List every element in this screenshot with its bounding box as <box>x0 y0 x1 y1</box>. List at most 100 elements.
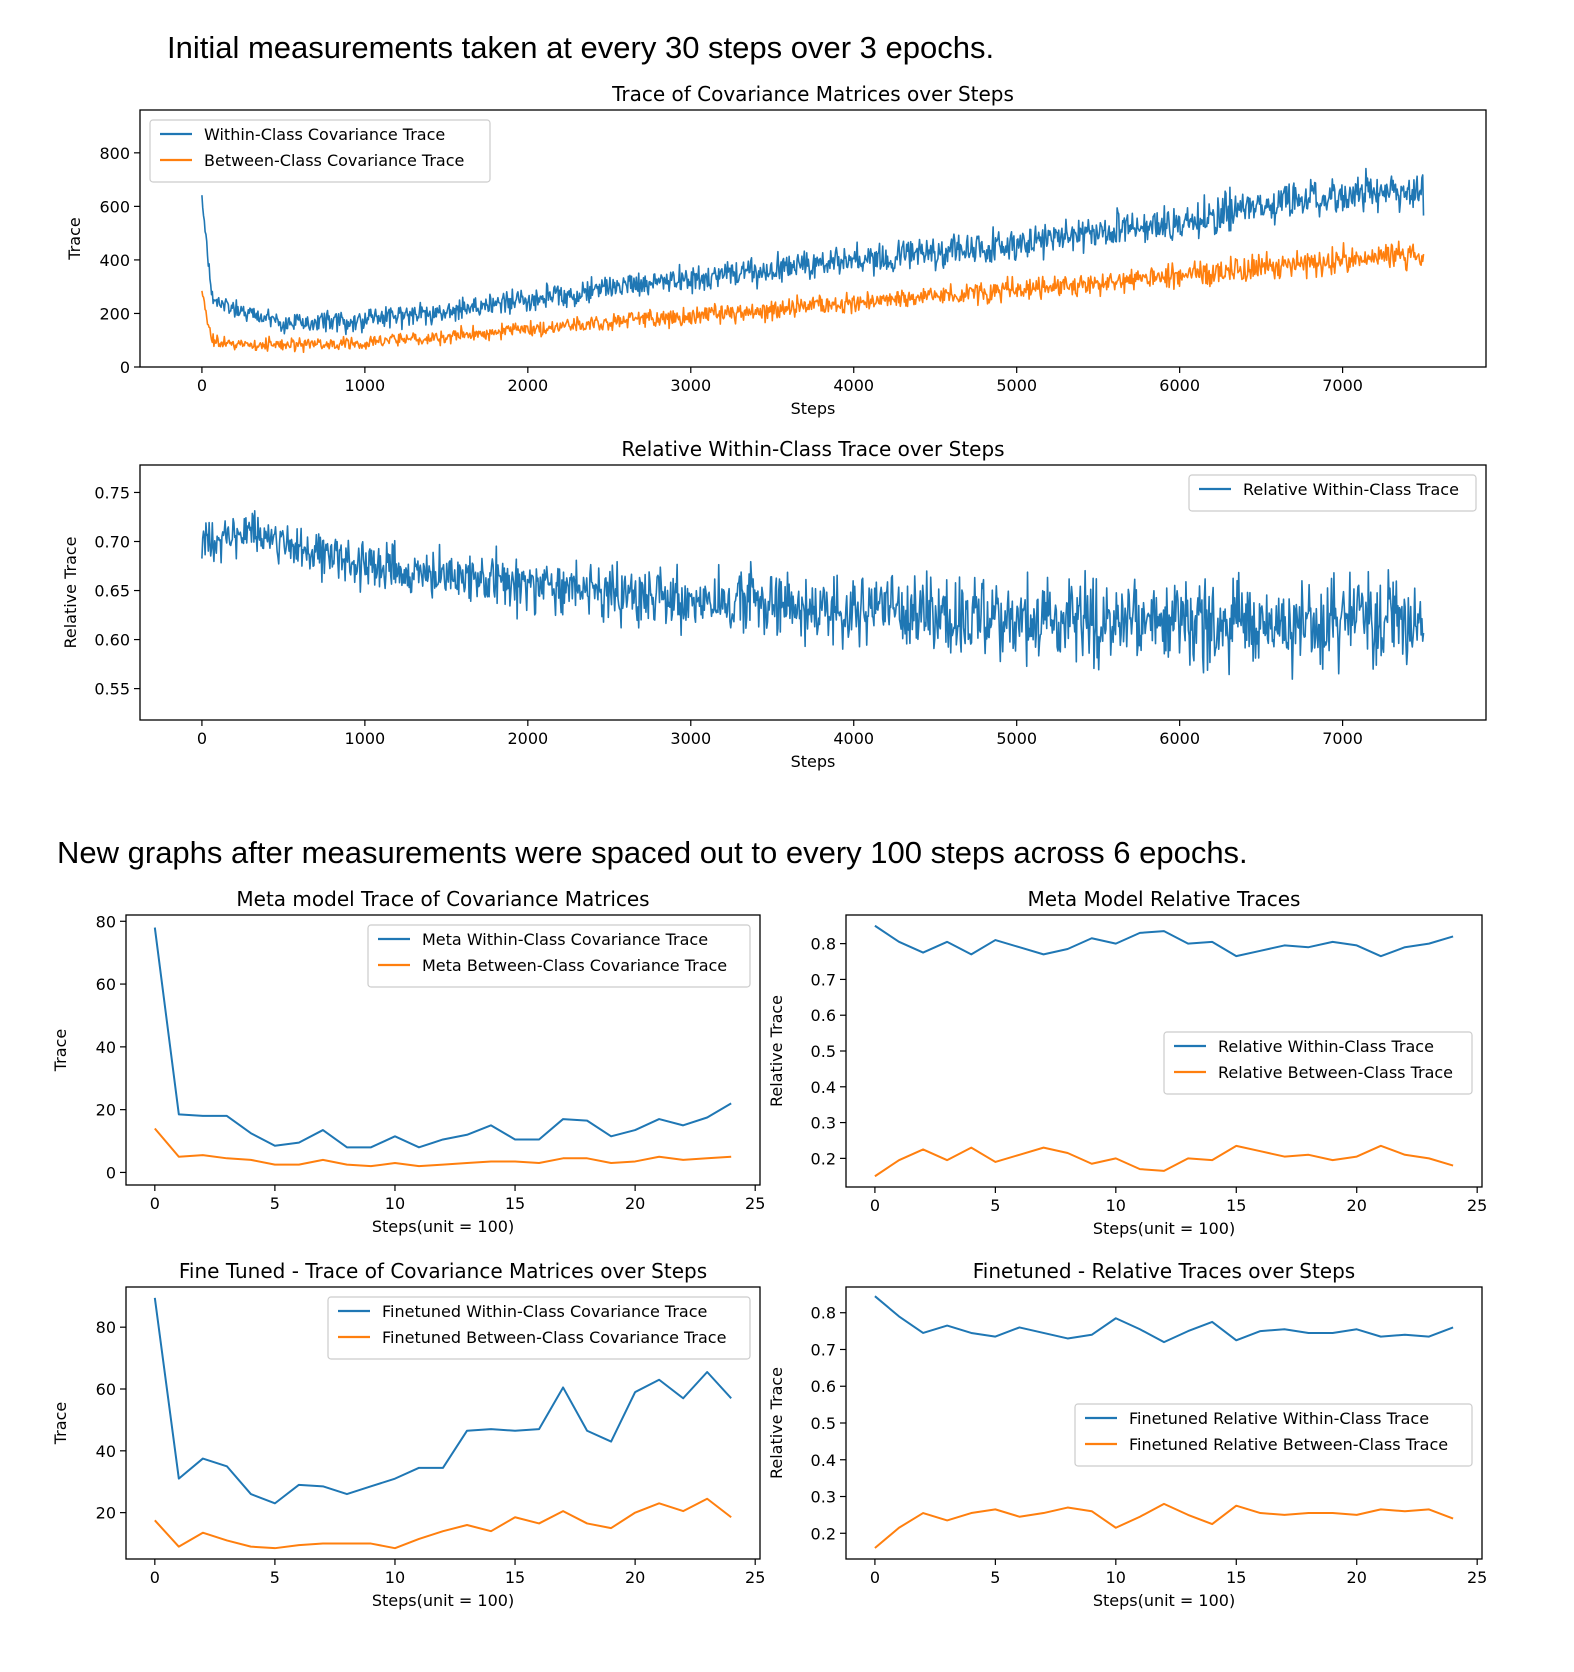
y-tick-label: 0.55 <box>94 680 130 699</box>
chart-finetuned-relative: Finetuned - Relative Traces over Steps 0 5… <box>767 1259 1487 1610</box>
x-tick-label: 6000 <box>1159 376 1200 395</box>
series-line-blue <box>201 167 1425 336</box>
y-tick-label: 0.65 <box>94 582 130 601</box>
x-tick-label: 15 <box>1226 1568 1246 1587</box>
x-tick-label: 25 <box>745 1194 765 1213</box>
top-section-heading: Initial measurements taken at every 30 s… <box>167 30 995 65</box>
y-tick-label: 0.60 <box>94 631 130 650</box>
x-tick-label: 4000 <box>833 729 874 748</box>
y-axis-label: Relative Trace <box>61 536 80 648</box>
x-tick-label: 15 <box>505 1194 525 1213</box>
x-tick-label: 1000 <box>345 729 386 748</box>
y-tick-label: 0.6 <box>811 1377 836 1396</box>
series-line-blue <box>874 924 1454 958</box>
plot-area <box>153 927 732 1168</box>
axes-frame <box>125 1286 761 1560</box>
chart-title: Relative Within-Class Trace over Steps <box>621 437 1004 461</box>
series-line-blue <box>153 927 732 1149</box>
legend-label: Finetuned Relative Within-Class Trace <box>1129 1409 1429 1428</box>
axes-frame <box>139 464 1487 721</box>
x-tick-label: 7000 <box>1322 376 1363 395</box>
plot-area <box>201 509 1425 680</box>
x-tick-label: 0 <box>150 1194 160 1213</box>
y-tick-label: 800 <box>99 144 130 163</box>
x-tick-label: 5000 <box>996 729 1037 748</box>
chart-meta-trace: Meta model Trace of Covariance Matrices 0… <box>51 887 765 1236</box>
y-tick-label: 0.75 <box>94 483 130 502</box>
legend-label: Finetuned Relative Between-Class Trace <box>1129 1435 1448 1454</box>
x-tick-label: 3000 <box>670 729 711 748</box>
y-axis-label: Trace <box>65 217 84 260</box>
x-tick-label: 20 <box>1347 1568 1367 1587</box>
y-axis-label: Relative Trace <box>767 995 786 1107</box>
x-tick-label: 0 <box>870 1196 880 1215</box>
y-tick-label: 200 <box>99 304 130 323</box>
chart-title: Finetuned - Relative Traces over Steps <box>973 1259 1355 1283</box>
x-tick-label: 10 <box>385 1568 405 1587</box>
x-axis-label: Steps(unit = 100) <box>1093 1219 1235 1238</box>
chart-finetuned-trace: Fine Tuned - Trace of Covariance Matrice… <box>51 1259 765 1610</box>
legend-box <box>367 924 751 988</box>
y-axis-label: Trace <box>51 1402 70 1445</box>
y-tick-label: 0.3 <box>811 1114 836 1133</box>
x-tick-label: 5 <box>270 1568 280 1587</box>
y-tick-label: 0.8 <box>811 935 836 954</box>
series-line-blue <box>201 509 1425 680</box>
legend-box <box>327 1296 751 1360</box>
x-tick-label: 2000 <box>507 729 548 748</box>
y-tick-label: 0.8 <box>811 1304 836 1323</box>
x-axis-label: Steps(unit = 100) <box>372 1217 514 1236</box>
legend-label: Relative Between-Class Trace <box>1218 1063 1453 1082</box>
y-tick-label: 0 <box>106 1163 116 1182</box>
x-tick-label: 20 <box>625 1568 645 1587</box>
x-tick-label: 25 <box>1467 1568 1487 1587</box>
x-tick-label: 20 <box>1347 1196 1367 1215</box>
chart-meta-relative: Meta Model Relative Traces 0 5 10 15 20 25 0.2 0… <box>767 887 1487 1238</box>
y-axis-label: Relative Trace <box>767 1367 786 1479</box>
chart-title: Meta model Trace of Covariance Matrices <box>236 887 649 911</box>
x-axis-label: Steps(unit = 100) <box>372 1591 514 1610</box>
bottom-section-heading: New graphs after measurements were space… <box>57 835 1248 870</box>
y-tick-label: 0.7 <box>811 970 836 989</box>
axes-frame <box>139 109 1487 368</box>
y-tick-label: 80 <box>96 1318 116 1337</box>
series-line-orange <box>201 240 1425 354</box>
x-tick-label: 0 <box>197 729 207 748</box>
y-tick-label: 0.70 <box>94 533 130 552</box>
series-line-orange <box>154 1497 732 1550</box>
legend: Finetuned Relative Within-Class Trace Fin… <box>1074 1403 1473 1467</box>
x-axis-label: Steps <box>791 752 836 771</box>
series-line-blue <box>874 1295 1454 1344</box>
legend-label: Between-Class Covariance Trace <box>204 151 464 170</box>
y-tick-label: 0.2 <box>811 1149 836 1168</box>
y-tick-label: 40 <box>96 1038 116 1057</box>
legend-label: Within-Class Covariance Trace <box>204 125 445 144</box>
x-tick-label: 7000 <box>1322 729 1363 748</box>
x-tick-label: 25 <box>745 1568 765 1587</box>
y-tick-label: 0.3 <box>811 1488 836 1507</box>
x-tick-label: 0 <box>870 1568 880 1587</box>
y-tick-label: 20 <box>96 1504 116 1523</box>
x-tick-label: 20 <box>625 1194 645 1213</box>
x-tick-label: 15 <box>505 1568 525 1587</box>
legend-label: Meta Within-Class Covariance Trace <box>422 930 708 949</box>
legend: Relative Within-Class Trace Relative Betw… <box>1163 1031 1473 1095</box>
legend-box <box>1163 1031 1473 1095</box>
y-tick-label: 60 <box>96 1380 116 1399</box>
y-tick-label: 0.7 <box>811 1340 836 1359</box>
plot-area <box>153 1297 732 1550</box>
y-tick-label: 0.6 <box>811 1006 836 1025</box>
legend-label: Relative Within-Class Trace <box>1243 480 1459 499</box>
legend-label: Finetuned Between-Class Covariance Trace <box>382 1328 726 1347</box>
legend: Relative Within-Class Trace <box>1188 474 1477 512</box>
chart-title: Trace of Covariance Matrices over Steps <box>611 82 1014 106</box>
chart-title: Fine Tuned - Trace of Covariance Matrice… <box>179 1259 707 1283</box>
x-tick-label: 15 <box>1226 1196 1246 1215</box>
legend-box <box>1074 1403 1473 1467</box>
x-tick-label: 2000 <box>507 376 548 395</box>
series-line-orange <box>874 1144 1454 1178</box>
x-tick-label: 0 <box>197 376 207 395</box>
x-tick-label: 0 <box>150 1568 160 1587</box>
y-tick-label: 600 <box>99 197 130 216</box>
